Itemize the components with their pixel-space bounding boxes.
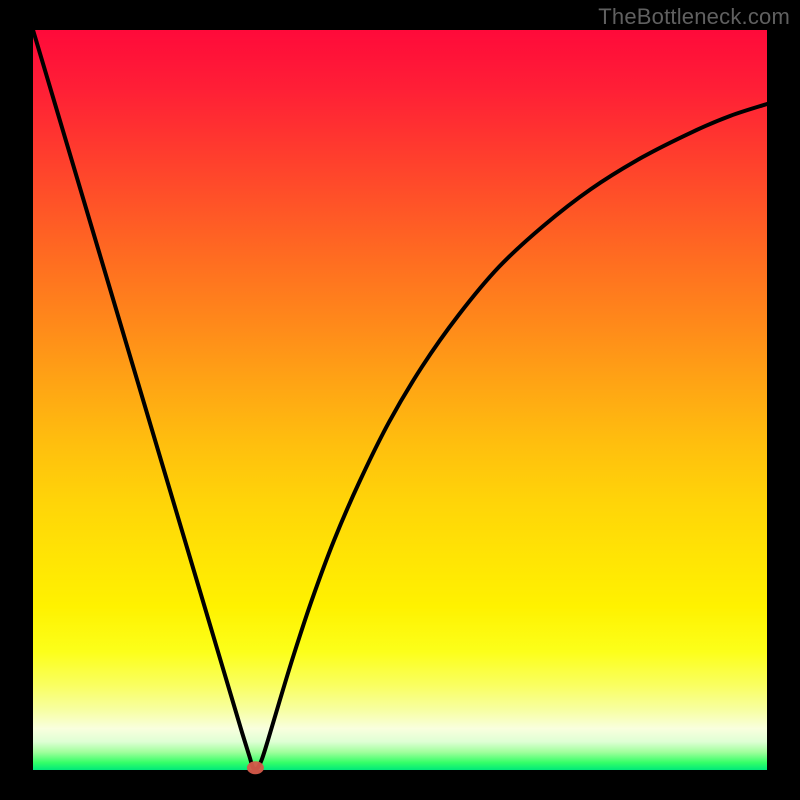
optimal-point-marker xyxy=(247,762,263,774)
bottleneck-chart xyxy=(0,0,800,800)
watermark-label: TheBottleneck.com xyxy=(598,4,790,30)
